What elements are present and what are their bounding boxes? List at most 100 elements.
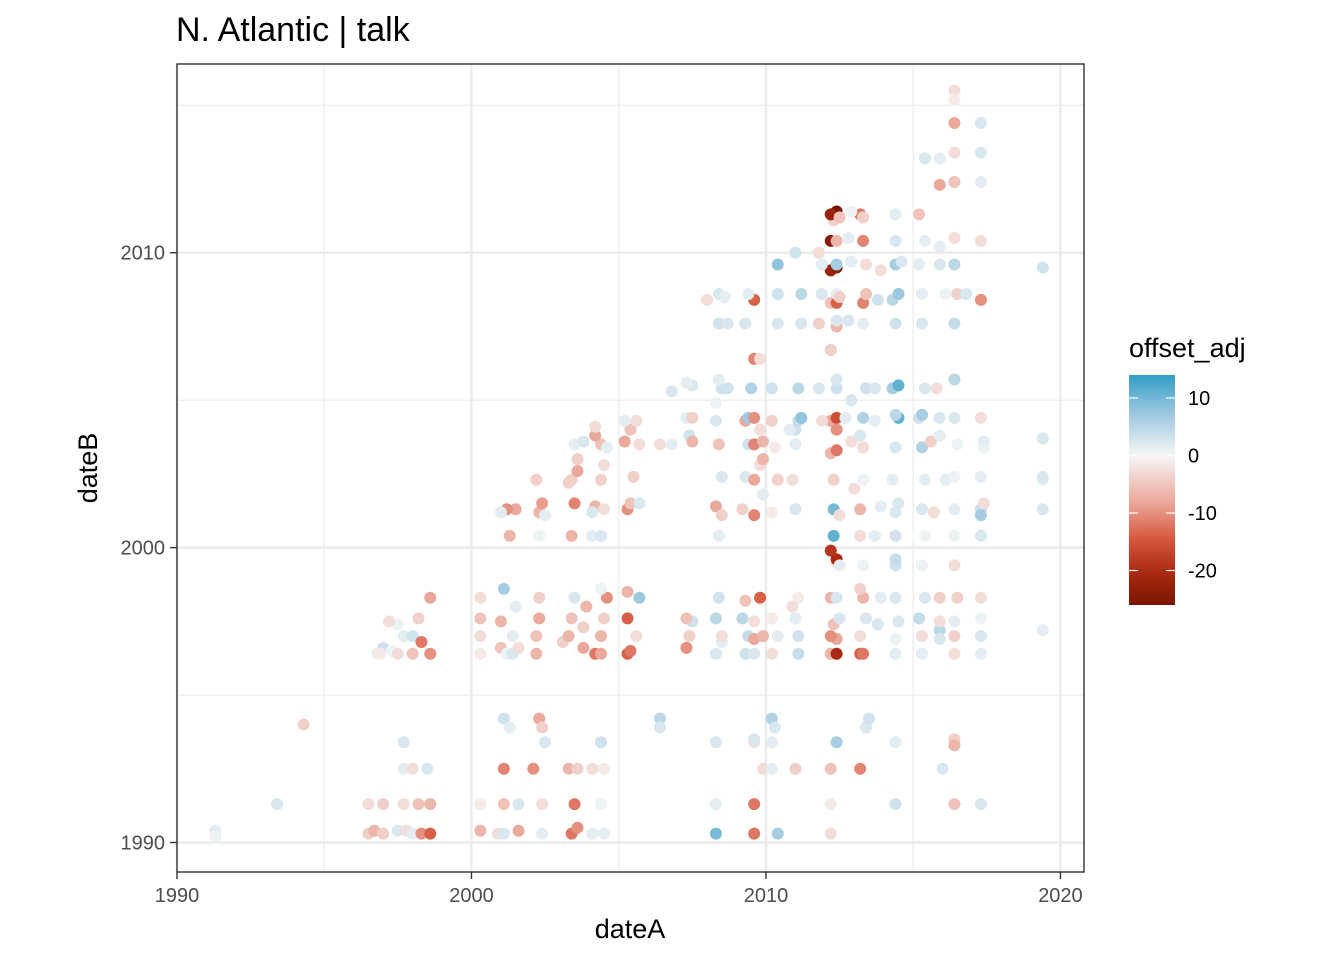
data-point (815, 414, 828, 427)
data-point (539, 509, 552, 522)
data-point (701, 293, 714, 306)
data-point (765, 647, 778, 660)
data-point (568, 497, 581, 510)
legend-label-10: 10 (1188, 388, 1210, 410)
color-legend: offset_adj 10 0 -10 -20 (1129, 333, 1246, 605)
data-point (406, 647, 419, 660)
data-point (918, 473, 931, 486)
data-point (771, 288, 784, 301)
data-point (974, 529, 987, 542)
data-point (889, 591, 902, 604)
data-point (916, 288, 929, 301)
data-point (857, 211, 870, 224)
data-point (886, 473, 899, 486)
data-point (665, 385, 678, 398)
data-point (974, 146, 987, 159)
data-point (839, 411, 852, 424)
data-point (709, 736, 722, 749)
data-point (948, 116, 961, 129)
data-point (748, 798, 761, 811)
data-point (748, 647, 761, 660)
data-point (868, 529, 881, 542)
data-point (653, 438, 666, 451)
data-point (624, 644, 637, 657)
data-point (948, 503, 961, 516)
data-point (715, 630, 728, 643)
data-point (824, 762, 837, 775)
data-point (789, 438, 802, 451)
data-point (868, 382, 881, 395)
data-point (845, 255, 858, 268)
data-point (960, 288, 973, 301)
data-point (397, 736, 410, 749)
data-point (653, 721, 666, 734)
data-point (1036, 503, 1049, 516)
data-point (812, 382, 825, 395)
data-point (618, 435, 631, 448)
data-point (948, 231, 961, 244)
data-point (948, 739, 961, 752)
data-point (895, 255, 908, 268)
data-point (497, 827, 510, 840)
data-point (792, 382, 805, 395)
x-axis: 1990 2000 2010 2020 (155, 872, 1083, 907)
data-point (512, 824, 525, 837)
data-point (789, 762, 802, 775)
data-point (391, 647, 404, 660)
data-point (845, 205, 858, 218)
data-point (830, 234, 843, 247)
x-axis-title: dateA (595, 914, 666, 944)
data-point (951, 288, 964, 301)
data-point (527, 762, 540, 775)
data-point (916, 503, 929, 516)
legend-label-minus10: -10 (1188, 503, 1217, 525)
data-point (424, 591, 437, 604)
data-point (765, 762, 778, 775)
data-point (815, 288, 828, 301)
data-point (597, 827, 610, 840)
data-point (539, 736, 552, 749)
data-point (209, 830, 222, 843)
data-point (665, 438, 678, 451)
data-point (977, 435, 990, 448)
y-axis-title: dateB (73, 433, 103, 504)
data-point (913, 258, 926, 271)
data-point (918, 382, 931, 395)
data-point (680, 612, 693, 625)
data-point (633, 591, 646, 604)
data-point (857, 559, 870, 572)
data-point (771, 630, 784, 643)
legend-label-minus20: -20 (1188, 561, 1217, 583)
data-point (568, 591, 581, 604)
data-point (739, 317, 752, 330)
data-point (506, 630, 519, 643)
data-point (830, 423, 843, 436)
grid-lines (175, 64, 1084, 872)
data-point (562, 762, 575, 775)
data-point (757, 453, 770, 466)
data-point (412, 798, 425, 811)
x-tick-label-2010: 2010 (744, 885, 789, 907)
data-point (830, 373, 843, 386)
data-point (948, 559, 961, 572)
data-point (597, 762, 610, 775)
data-point (936, 762, 949, 775)
data-point (939, 288, 952, 301)
data-point (974, 293, 987, 306)
data-point (916, 647, 929, 660)
data-point (792, 591, 805, 604)
data-point (595, 529, 608, 542)
data-point (765, 414, 778, 427)
data-point (627, 470, 640, 483)
data-point (397, 630, 410, 643)
data-point (892, 615, 905, 628)
data-point (848, 482, 861, 495)
data-point (827, 473, 840, 486)
data-point (948, 411, 961, 424)
data-point (565, 612, 578, 625)
data-point (916, 630, 929, 643)
data-point (795, 288, 808, 301)
data-point (739, 647, 752, 660)
data-point (933, 591, 946, 604)
data-point (789, 246, 802, 259)
